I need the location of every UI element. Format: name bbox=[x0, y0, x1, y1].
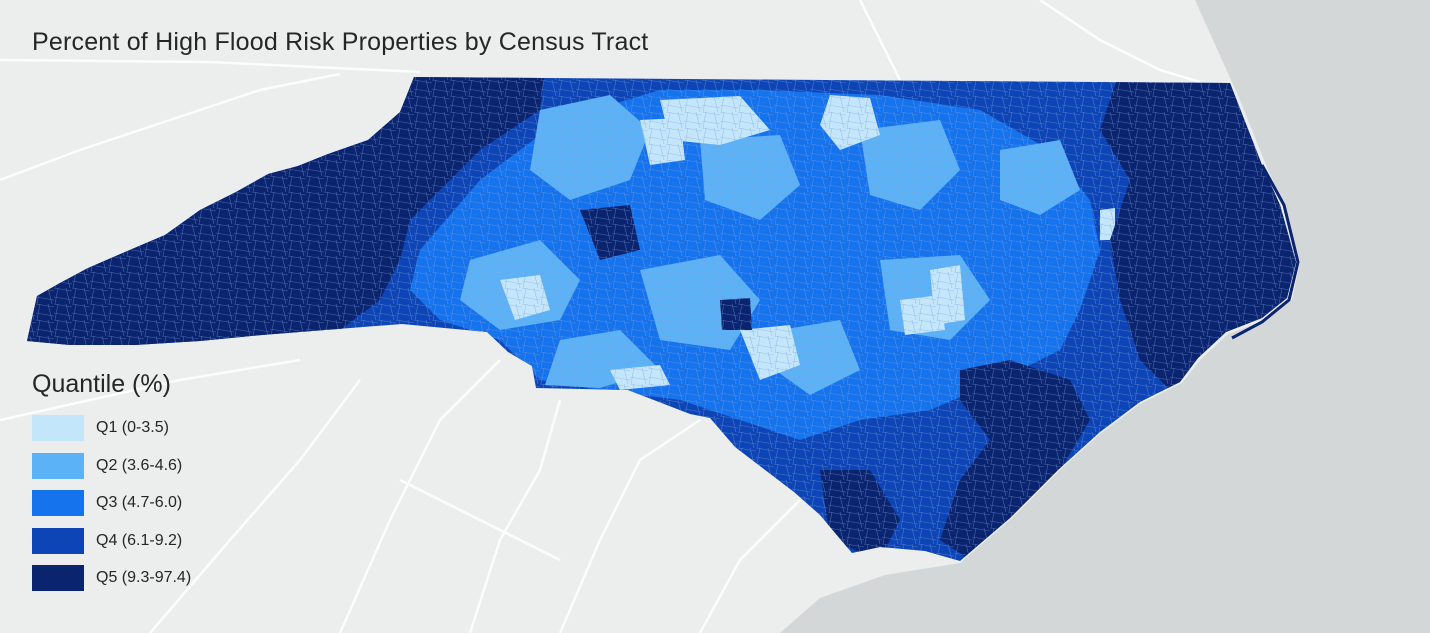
legend-item-q4: Q4 (6.1-9.2) bbox=[32, 527, 191, 554]
legend-item-q3: Q3 (4.7-6.0) bbox=[32, 490, 191, 516]
legend-label-q2: Q2 (3.6-4.6) bbox=[96, 456, 183, 474]
legend-swatch-q1 bbox=[32, 415, 84, 441]
legend-swatch-q2 bbox=[32, 452, 84, 479]
legend-title: Quantile (%) bbox=[32, 370, 171, 398]
legend: Quantile (%) Q1 (0-3.5) Q2 (3.6-4.6) Q3 … bbox=[32, 370, 191, 603]
outer-banks bbox=[1231, 164, 1300, 340]
legend-swatch-q5 bbox=[32, 565, 84, 591]
legend-item-q5: Q5 (9.3-97.4) bbox=[32, 565, 191, 591]
legend-swatch-q3 bbox=[32, 490, 84, 516]
legend-item-q2: Q2 (3.6-4.6) bbox=[32, 452, 191, 479]
ocean bbox=[780, 0, 1430, 633]
legend-label-q4: Q4 (6.1-9.2) bbox=[96, 531, 183, 549]
legend-label-q1: Q1 (0-3.5) bbox=[96, 419, 169, 436]
background-roads bbox=[0, 0, 1201, 633]
legend-label-q3: Q3 (4.7-6.0) bbox=[96, 494, 183, 511]
legend-swatch-q4 bbox=[32, 527, 84, 554]
map-title: Percent of High Flood Risk Properties by… bbox=[32, 28, 649, 56]
legend-item-q1: Q1 (0-3.5) bbox=[32, 415, 191, 441]
legend-label-q5: Q5 (9.3-97.4) bbox=[96, 569, 192, 586]
